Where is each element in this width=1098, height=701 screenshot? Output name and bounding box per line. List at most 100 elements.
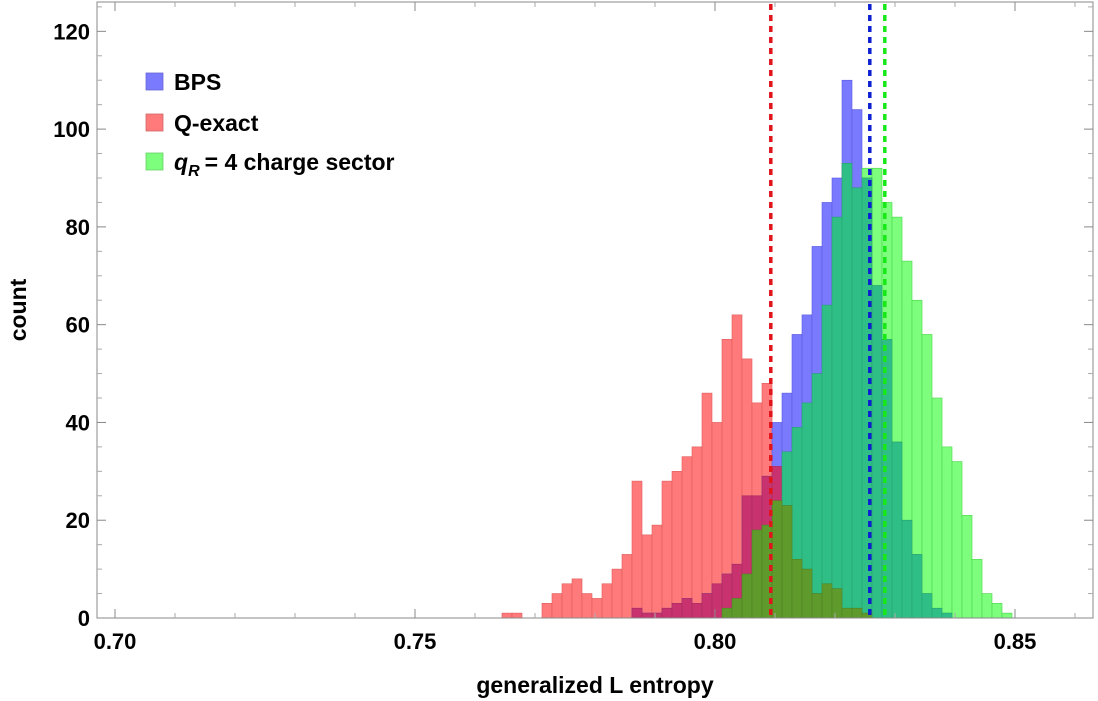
bar-q-exact [591, 598, 603, 619]
bar-overlap-red-blue [661, 607, 673, 619]
bar-overlap-green-red [751, 529, 763, 619]
bar-overlap-green-blue [801, 402, 813, 570]
bar-overlap-red-blue [671, 603, 683, 619]
bar-q-exact [631, 480, 643, 619]
bar-overlap-green-blue [841, 163, 853, 609]
bar-q-exact [541, 603, 553, 619]
bar-charge-sector [971, 559, 983, 619]
bar-overlap-red-blue [701, 593, 713, 619]
bar-q-exact [571, 578, 583, 619]
x-axis-title: generalized L entropy [476, 672, 714, 698]
legend-subscript-r: R [188, 163, 200, 180]
overlap-bars-green-blue [781, 163, 953, 619]
bar-overlap-green-blue [851, 187, 863, 609]
legend-swatch-charge-sector [145, 152, 164, 171]
mean-lines [769, 4, 887, 618]
legend: BPS Q-exact qR = 4 charge sector [145, 69, 395, 180]
bar-q-exact [551, 593, 563, 619]
bar-charge-sector [1001, 612, 1013, 619]
bar-overlap-green-blue [941, 612, 953, 619]
bar-overlap-green-red [841, 607, 853, 619]
bar-overlap-red-blue [711, 583, 723, 619]
bar-overlap-green-blue [781, 451, 793, 506]
y-tick-label: 20 [66, 508, 90, 533]
bar-overlap-green-blue [921, 593, 933, 619]
bar-overlap-green-red [731, 598, 743, 619]
x-tick-label: 0.85 [994, 629, 1037, 654]
legend-label-bps: BPS [174, 69, 221, 95]
y-tick-label: 60 [66, 313, 90, 338]
bar-overlap-green-red [741, 573, 753, 619]
bar-overlap-green-red [801, 568, 813, 619]
y-tick-label: 80 [66, 215, 90, 240]
bar-overlap-green-blue [811, 373, 823, 594]
bar-overlap-green-red [781, 505, 793, 619]
bar-q-exact [621, 554, 633, 619]
x-tick-label: 0.80 [694, 629, 737, 654]
bar-q-exact [691, 446, 703, 619]
bar-charge-sector [981, 593, 993, 619]
bar-overlap-green-blue [891, 441, 903, 619]
bar-q-exact [641, 534, 653, 619]
x-tick-label: 0.75 [394, 629, 437, 654]
y-tick-label: 120 [53, 19, 90, 44]
legend-label-q-exact: Q-exact [174, 110, 259, 136]
bar-charge-sector [991, 603, 1003, 619]
bar-overlap-green-red [721, 607, 733, 619]
bar-overlap-green-red [771, 500, 783, 619]
bar-overlap-green-blue [911, 554, 923, 619]
bar-overlap-green-red [821, 583, 833, 619]
bar-overlap-red-blue [631, 607, 643, 619]
bar-overlap-green-blue [871, 285, 883, 619]
bar-overlap-red-blue [681, 598, 693, 619]
bar-q-exact [661, 480, 673, 619]
legend-item-charge-sector: qR = 4 charge sector [145, 149, 395, 180]
tick-labels: 0.70 0.75 0.80 0.85 0 20 40 60 80 100 120 [53, 19, 1036, 654]
bar-q-exact [651, 524, 663, 619]
bar-overlap-green-red [811, 593, 823, 619]
bar-charge-sector [961, 515, 973, 619]
y-tick-label: 40 [66, 410, 90, 435]
legend-item-bps: BPS [145, 69, 221, 95]
bar-overlap-green-blue [931, 607, 943, 619]
bar-q-exact [511, 612, 523, 619]
bar-charge-sector [931, 397, 943, 609]
axis-ticks [97, 2, 1093, 619]
bar-overlap-green-red [761, 524, 773, 619]
bar-q-exact [601, 583, 613, 619]
bar-charge-sector [891, 216, 903, 443]
bar-q-exact [501, 612, 513, 619]
bar-overlap-green-red [831, 588, 843, 619]
bar-overlap-green-blue [791, 427, 803, 560]
bar-charge-sector [921, 334, 933, 594]
bar-charge-sector [871, 167, 883, 286]
legend-swatch-q-exact [145, 113, 164, 132]
bar-overlap-red-blue [651, 612, 663, 619]
y-tick-label: 0 [78, 606, 90, 631]
legend-item-q-exact: Q-exact [145, 110, 259, 136]
bar-q-exact [561, 583, 573, 619]
bar-overlap-green-blue [901, 519, 913, 619]
bar-q-exact [581, 593, 593, 619]
bar-charge-sector [941, 446, 953, 614]
legend-label-rest: = 4 charge sector [205, 149, 395, 175]
x-tick-label: 0.70 [94, 629, 137, 654]
bar-charge-sector [901, 260, 913, 521]
bar-charge-sector [911, 299, 923, 555]
bar-q-exact [681, 456, 693, 619]
bar-overlap-green-red [851, 607, 863, 619]
bar-overlap-green-red [791, 559, 803, 619]
legend-label-charge-sector: qR = 4 charge sector [174, 149, 395, 180]
bar-overlap-red-blue [691, 603, 703, 619]
bar-q-exact [671, 471, 683, 619]
bar-overlap-green-blue [821, 304, 833, 585]
bar-overlap-green-blue [831, 216, 843, 589]
legend-symbol-q: q [174, 149, 188, 175]
legend-swatch-bps [145, 72, 164, 91]
bar-q-exact [611, 568, 623, 619]
y-tick-label: 100 [53, 117, 90, 142]
y-axis-title: count [5, 278, 31, 341]
bar-overlap-red-blue [641, 612, 653, 619]
bar-q-exact [701, 392, 713, 619]
